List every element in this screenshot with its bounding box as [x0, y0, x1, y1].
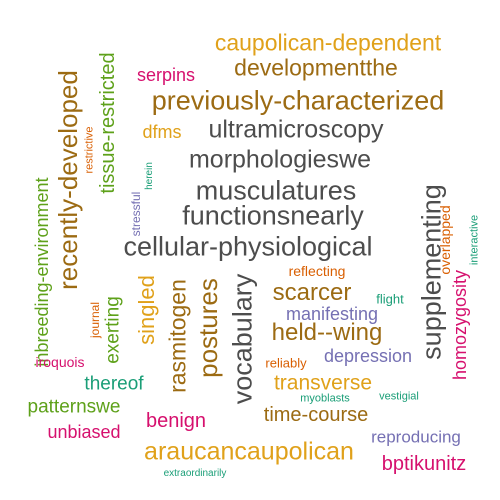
- word-exerting: exerting: [102, 296, 124, 364]
- word-restrictive: restrictive: [83, 126, 96, 174]
- word-serpins: serpins: [136, 65, 196, 85]
- word-overlapped: overlapped: [437, 205, 453, 275]
- word-iroquois: iroquois: [35, 354, 85, 370]
- word-singled: singled: [134, 275, 159, 345]
- word-developmentthe: developmentthe: [234, 54, 398, 81]
- word-interactive: interactive: [468, 214, 481, 266]
- word-rasmitogen: rasmitogen: [164, 279, 191, 393]
- word-araucancaupolican: araucancaupolican: [144, 437, 354, 466]
- word-herein: herein: [144, 162, 155, 190]
- word-cellular-physiological: cellular-physiological: [123, 231, 373, 262]
- word-musculatures: musculatures: [195, 175, 357, 206]
- word-depression: depression: [323, 346, 413, 366]
- word-benign: benign: [145, 410, 207, 432]
- word-reflecting: reflecting: [288, 263, 346, 279]
- word-recently-developed: recently-developed: [53, 70, 83, 290]
- word-stressful: stressful: [129, 191, 143, 237]
- word-time-course: time-course: [263, 404, 369, 426]
- word-scarcer: scarcer: [272, 279, 352, 306]
- word-bptikunitz: bptikunitz: [381, 453, 467, 475]
- word-thereof: thereof: [84, 373, 144, 395]
- word-reliably: reliably: [265, 355, 307, 371]
- word-functionsnearly: functionsnearly: [182, 200, 364, 231]
- word-transverse: transverse: [273, 371, 373, 395]
- word-reproducing: reproducing: [371, 427, 461, 447]
- word-previously-characterized: previously-characterized: [151, 85, 445, 116]
- word-journal: journal: [88, 301, 102, 339]
- word-vocabulary: vocabulary: [227, 273, 258, 405]
- word-held-wing: held--wing: [271, 319, 383, 346]
- word-morphologieswe: morphologieswe: [188, 145, 372, 174]
- word-vestigial: vestigial: [379, 390, 419, 403]
- word-homozygosity: homozygosity: [450, 269, 470, 381]
- word-flight: flight: [376, 291, 404, 307]
- word-inbreeding-environment: inbreeding-environment: [32, 177, 52, 367]
- word-patternswe: patternswe: [27, 396, 121, 418]
- word-extraordinarily: extraordinarily: [163, 468, 227, 479]
- word-tissue-restricted: tissue-restricted: [97, 52, 119, 194]
- word-unbiased: unbiased: [47, 422, 121, 442]
- word-dfms: dfms: [142, 122, 182, 142]
- word-myoblasts: myoblasts: [300, 392, 350, 405]
- word-manifesting: manifesting: [285, 304, 379, 324]
- word-caupolican-dependent: caupolican-dependent: [214, 29, 442, 56]
- word-ultramicroscopy: ultramicroscopy: [208, 115, 384, 144]
- word-postures: postures: [193, 278, 223, 378]
